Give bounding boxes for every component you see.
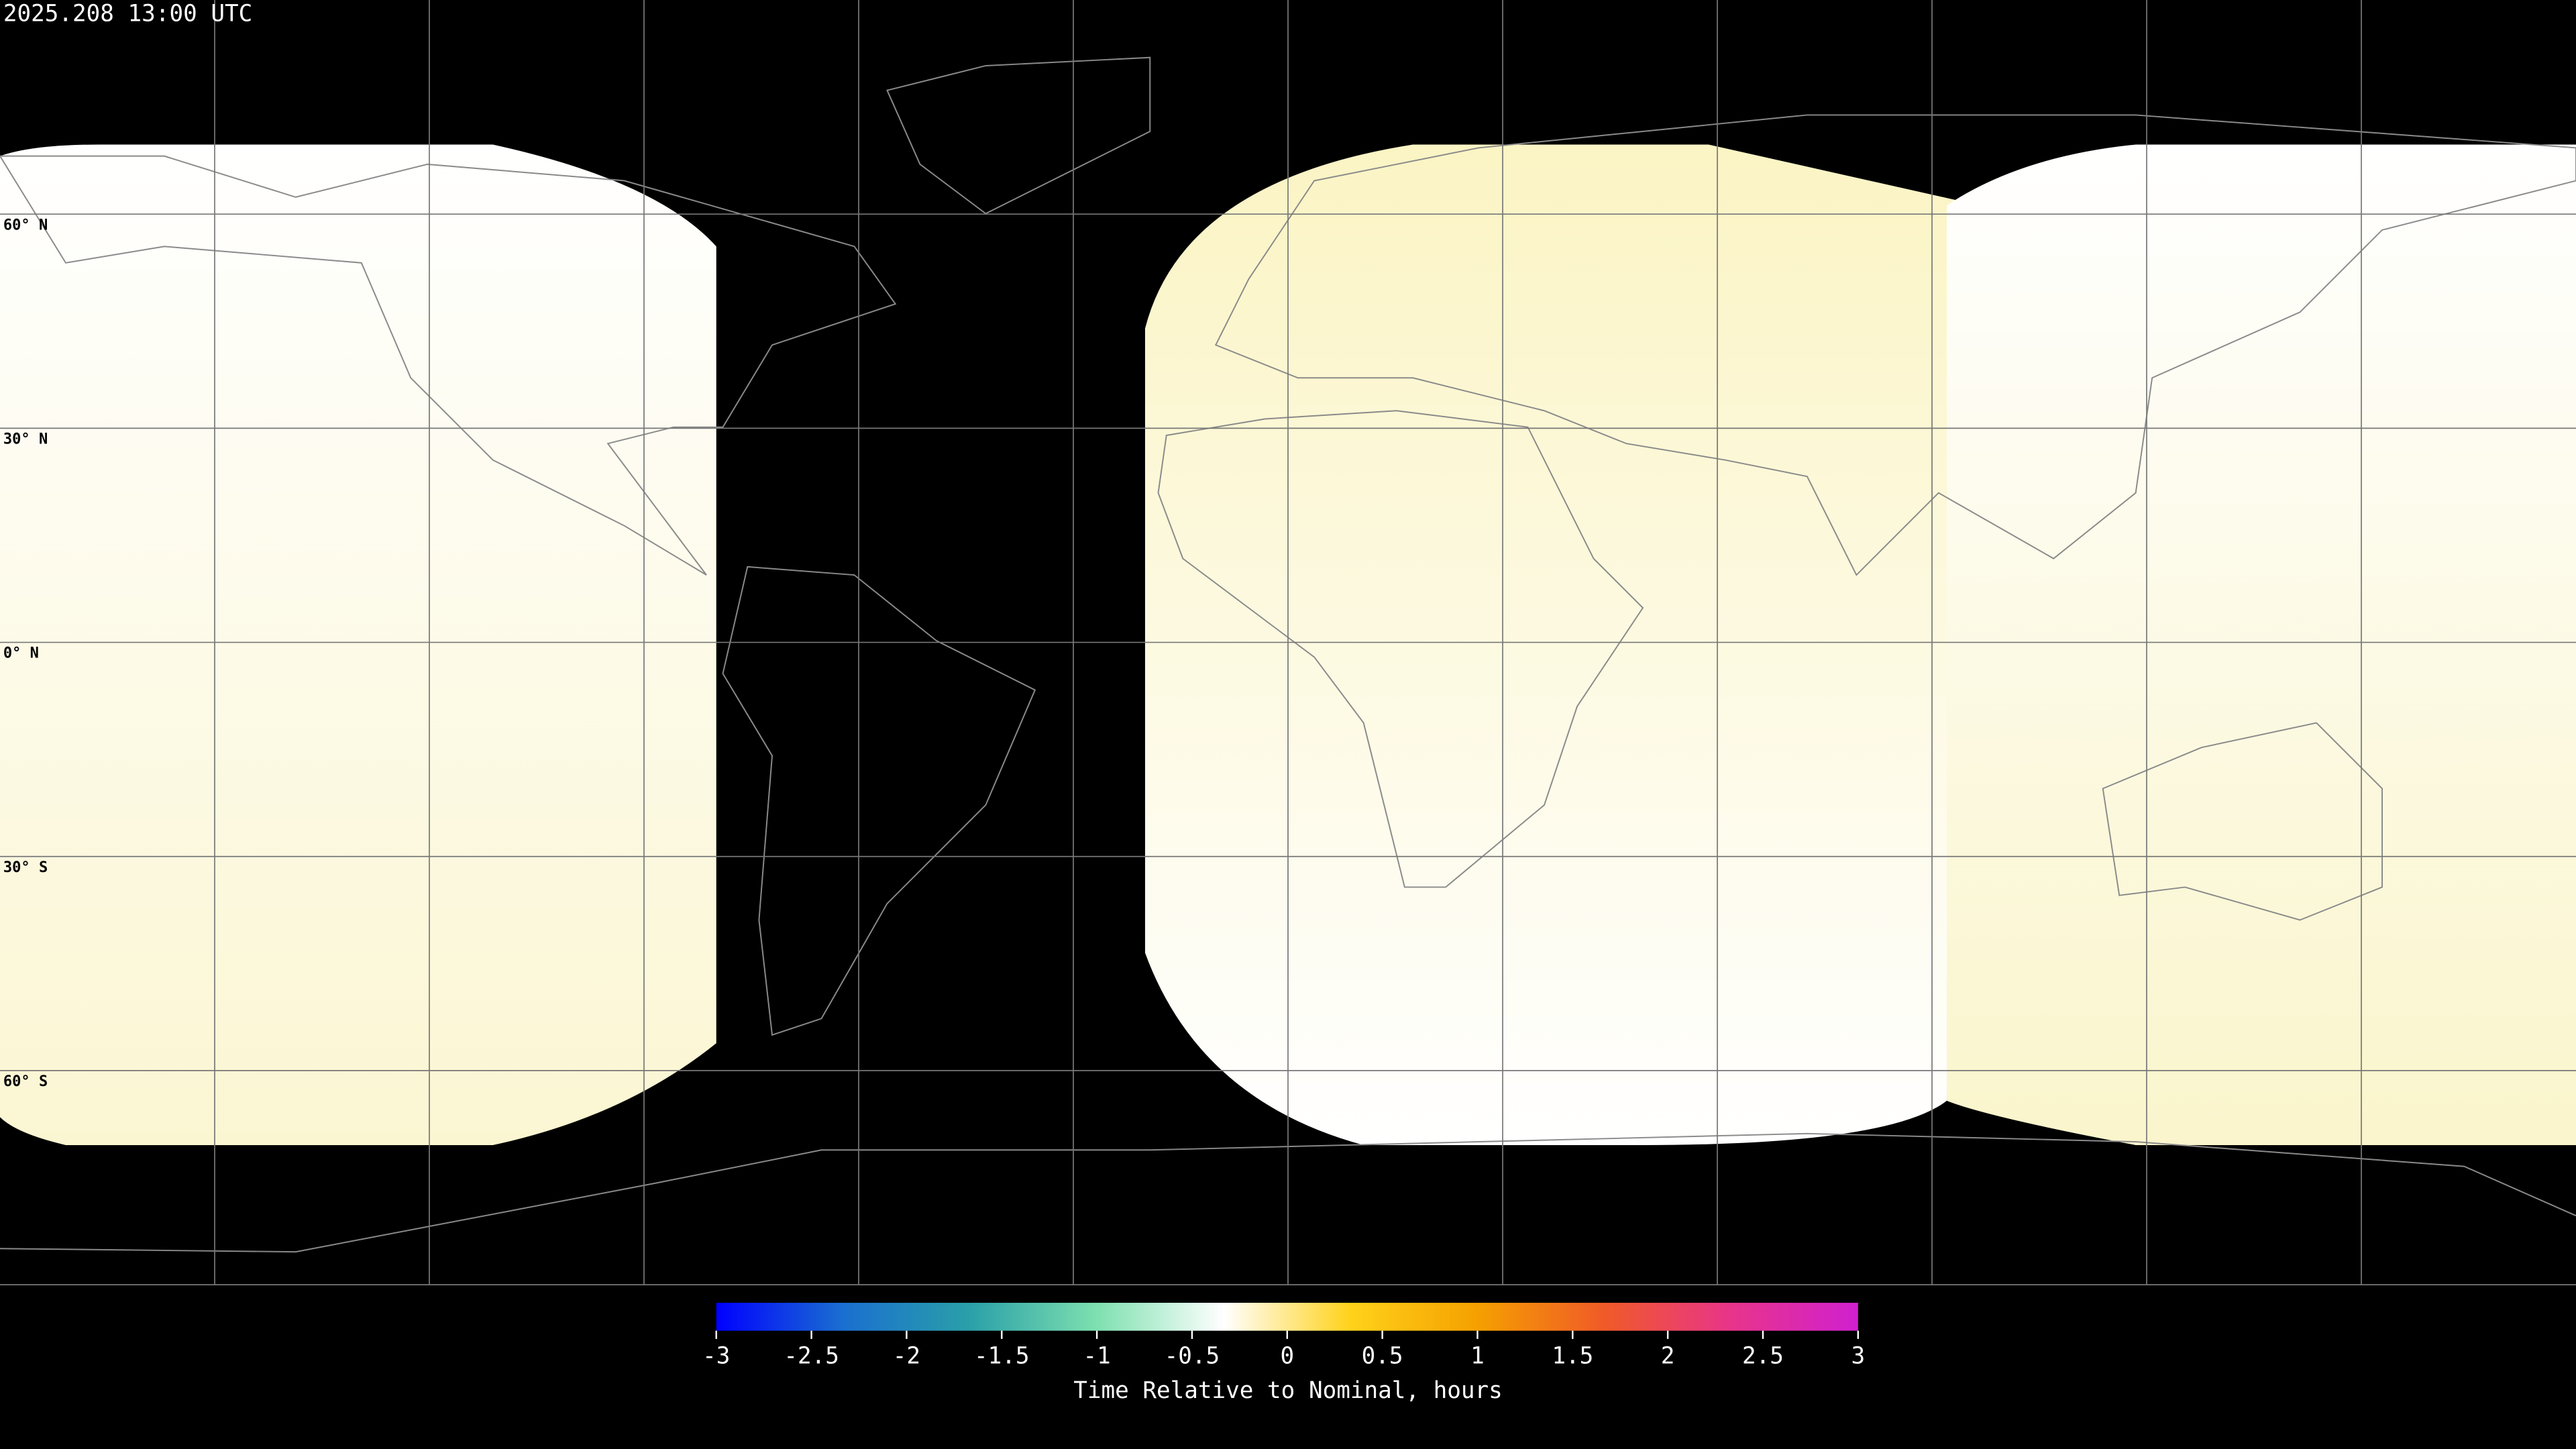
coastlines [0, 56, 2576, 1253]
colorbar-tick-label: 1.5 [1552, 1342, 1593, 1369]
colorbar [716, 1303, 1858, 1331]
colorbar-tick-label: 0.5 [1362, 1342, 1403, 1369]
colorbar-tick-label: 0 [1280, 1342, 1294, 1369]
swath [1947, 144, 2576, 1145]
coastline [1157, 410, 1644, 888]
coastline [0, 1132, 2576, 1253]
colorbar-label: Time Relative to Nominal, hours [1073, 1377, 1503, 1404]
latitude-label: 0° N [3, 645, 39, 662]
coastline [2102, 722, 2383, 921]
colorbar-tick-label: -0.5 [1165, 1342, 1220, 1369]
swath [0, 144, 716, 1145]
swath [1144, 144, 1980, 1145]
colorbar-tick-label: -1.5 [974, 1342, 1030, 1369]
latitude-label: 60° N [3, 217, 48, 233]
colorbar-tick-label: -3 [702, 1342, 730, 1369]
colorbar-tick-label: -1 [1083, 1342, 1110, 1369]
coastline [0, 155, 897, 576]
coastline [886, 56, 1151, 215]
colorbar-tick-label: -2.5 [784, 1342, 839, 1369]
coastline [722, 566, 1036, 1036]
coastline [1214, 114, 2576, 576]
colorbar-tick-label: -2 [893, 1342, 920, 1369]
colorbar-tick-label: 1 [1470, 1342, 1485, 1369]
latitude-label: 30° N [3, 431, 48, 448]
latitude-label: 30° S [3, 859, 48, 876]
latitude-label: 60° S [3, 1073, 48, 1090]
title: 2025.208 13:00 UTC [3, 1, 252, 28]
colorbar-tick-label: 3 [1851, 1342, 1865, 1369]
colorbar-tick-label: 2 [1661, 1342, 1675, 1369]
colorbar-tick-label: 2.5 [1742, 1342, 1784, 1369]
graticule [0, 0, 2576, 1285]
